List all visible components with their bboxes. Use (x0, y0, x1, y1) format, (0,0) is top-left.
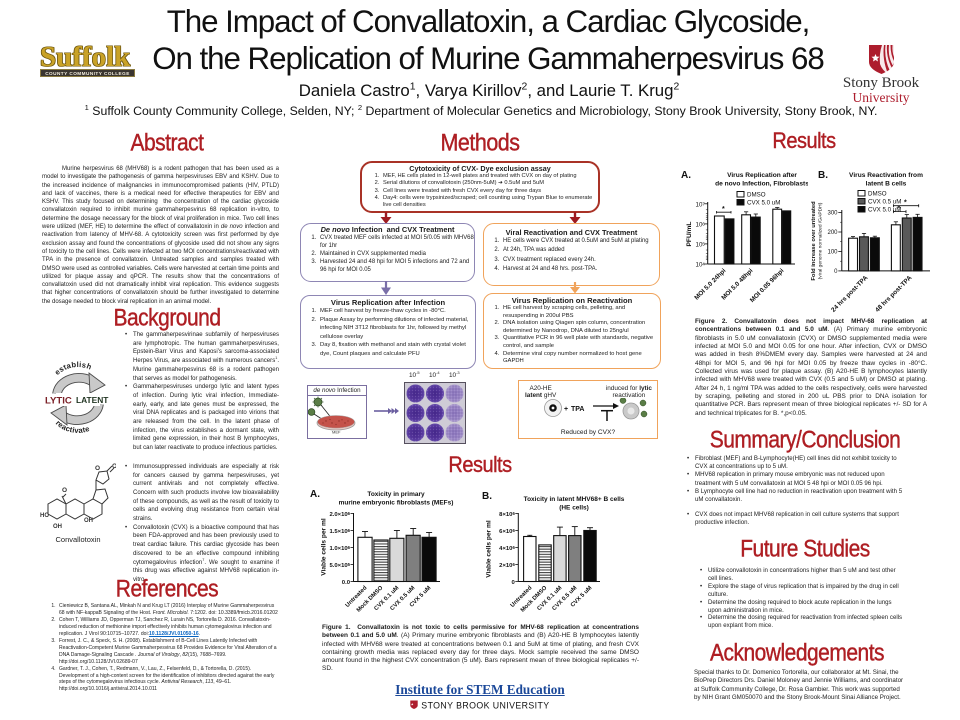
svg-text:Viable cells per ml: Viable cells per ml (321, 518, 328, 576)
svg-text:O: O (112, 463, 116, 470)
svg-text:24 hrs post-TPA: 24 hrs post-TPA (830, 274, 870, 314)
svg-text:106: 106 (696, 221, 706, 228)
svg-text:0: 0 (834, 269, 838, 275)
svg-text:Viable cells per ml: Viable cells per ml (486, 520, 493, 578)
svg-text:B.: B. (818, 170, 828, 181)
svg-text:murine embryonic fibroblasts (: murine embryonic fibroblasts (MEFs) (339, 500, 454, 507)
svg-text:0.0: 0.0 (342, 580, 351, 586)
svg-text:Toxicity in latent MHV68+ B ce: Toxicity in latent MHV68+ B cells (524, 496, 625, 503)
svg-text:latent B cells: latent B cells (866, 181, 907, 188)
svg-text:A.: A. (310, 489, 320, 500)
svg-text:MOI 0.05 96hpi: MOI 0.05 96hpi (749, 267, 786, 304)
svg-text:B.: B. (482, 491, 492, 502)
svg-text:MEF: MEF (332, 430, 341, 435)
svg-text:(viral genome normalized /GAPD: (viral genome normalized /GAPDH) (818, 202, 824, 279)
svg-text:1.5×106: 1.5×106 (329, 528, 350, 535)
svg-text:OH: OH (84, 518, 93, 524)
svg-text:200: 200 (827, 230, 838, 236)
svg-text:8×106: 8×106 (499, 511, 515, 518)
svg-text:PFU/mL: PFU/mL (686, 222, 693, 247)
svg-text:LATENT: LATENT (76, 395, 109, 405)
svg-text:Fold increase over untreated: Fold increase over untreated (811, 201, 817, 281)
svg-text:1.0×106: 1.0×106 (329, 545, 350, 552)
svg-text:105: 105 (696, 241, 706, 248)
svg-text:6×106: 6×106 (499, 528, 515, 535)
svg-text:0: 0 (512, 580, 516, 586)
svg-text:2×106: 2×106 (499, 562, 515, 569)
svg-text:*: * (898, 206, 901, 213)
svg-text:CVX 0.5 uM: CVX 0.5 uM (868, 199, 901, 206)
svg-text:de novo Infection, Fibroblasts: de novo Infection, Fibroblasts (715, 181, 808, 188)
svg-text:A.: A. (681, 170, 691, 181)
svg-text:TPA: TPA (571, 406, 584, 413)
svg-text:5.0×105: 5.0×105 (329, 562, 350, 569)
svg-text:*: * (722, 206, 725, 213)
svg-text:100: 100 (827, 250, 838, 256)
svg-text:2.0×106: 2.0×106 (329, 511, 350, 518)
svg-text:(HE cells): (HE cells) (559, 505, 589, 512)
svg-text:Virus Replication after: Virus Replication after (727, 172, 797, 179)
svg-text:Virus Reactivation from: Virus Reactivation from (849, 172, 923, 179)
svg-text:O: O (95, 465, 100, 472)
svg-text:DMSO: DMSO (747, 192, 766, 199)
svg-text:HO: HO (40, 513, 49, 519)
svg-text:4×106: 4×106 (499, 545, 515, 552)
svg-text:48 hrs post-TPA: 48 hrs post-TPA (874, 274, 914, 314)
svg-text:O: O (62, 487, 67, 494)
svg-text:LYTIC: LYTIC (45, 396, 72, 407)
svg-text:Toxicity in primary: Toxicity in primary (367, 491, 425, 498)
svg-text:104: 104 (696, 261, 706, 268)
svg-text:300: 300 (827, 211, 838, 217)
svg-text:CVX 5.0 uM: CVX 5.0 uM (868, 207, 901, 214)
svg-text:107: 107 (696, 201, 706, 208)
svg-text:*: * (904, 200, 907, 207)
svg-text:+: + (564, 406, 568, 413)
svg-text:DMSO: DMSO (868, 191, 887, 198)
svg-text:OH: OH (53, 524, 62, 530)
svg-text:CVX 5.0 uM: CVX 5.0 uM (747, 200, 780, 207)
